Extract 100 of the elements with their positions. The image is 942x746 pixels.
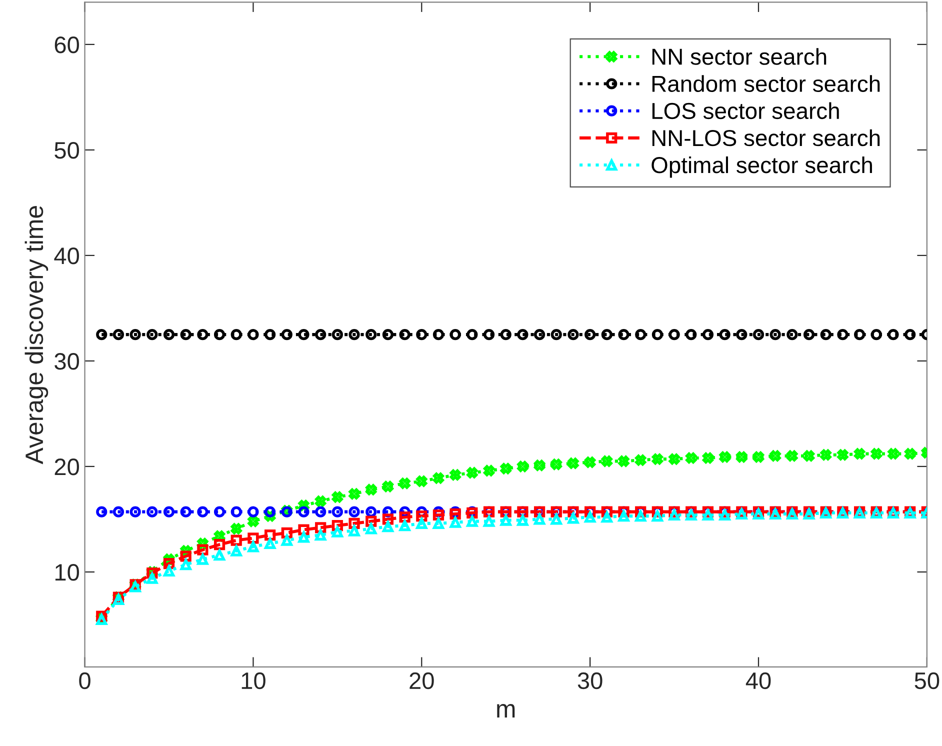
point <box>803 329 815 340</box>
point <box>517 329 528 340</box>
point <box>197 544 208 556</box>
point <box>248 329 259 340</box>
point <box>163 506 175 518</box>
point <box>399 329 410 340</box>
x-tick-label: 10 <box>242 672 266 690</box>
point <box>382 480 394 492</box>
x-tick-label: 50 <box>914 672 940 690</box>
y-tick-label: 60 <box>54 36 79 54</box>
point <box>197 329 208 340</box>
point <box>719 451 730 463</box>
y-axis-title: Average discovery time <box>24 206 48 464</box>
point <box>550 329 562 340</box>
point <box>315 329 326 340</box>
point <box>668 454 680 465</box>
point <box>888 448 899 460</box>
point <box>517 460 528 472</box>
point <box>837 329 848 340</box>
point <box>652 454 663 465</box>
point <box>348 329 360 340</box>
point <box>399 478 410 489</box>
point <box>584 329 596 340</box>
point <box>500 514 512 526</box>
point <box>180 329 192 340</box>
point <box>702 329 714 340</box>
point <box>348 525 360 536</box>
point <box>483 516 495 527</box>
point <box>652 510 663 522</box>
point <box>96 329 108 340</box>
point <box>130 329 141 340</box>
point <box>230 545 242 556</box>
point <box>483 465 495 476</box>
point <box>618 510 630 522</box>
y-tick-label: 30 <box>54 353 79 370</box>
point <box>888 329 899 340</box>
point <box>466 467 478 478</box>
point <box>500 463 512 474</box>
point <box>702 509 714 521</box>
point <box>432 509 444 521</box>
point <box>382 329 394 340</box>
point <box>180 550 192 562</box>
point <box>786 450 798 462</box>
y-tick-label: 40 <box>54 248 79 264</box>
legend-label: NN sector search <box>652 48 826 65</box>
point <box>230 329 242 340</box>
point <box>719 329 730 340</box>
legend-label: LOS sector search <box>652 102 839 120</box>
point <box>315 506 326 518</box>
point <box>315 529 326 541</box>
point <box>635 329 646 340</box>
point <box>248 532 259 544</box>
point <box>534 329 546 340</box>
point <box>770 450 781 462</box>
point <box>96 506 108 518</box>
point <box>820 329 832 340</box>
point <box>230 523 242 534</box>
point <box>635 510 646 522</box>
point <box>652 329 663 340</box>
point <box>214 538 226 550</box>
point <box>332 329 343 340</box>
point <box>820 449 832 460</box>
y-tick-label: 20 <box>54 458 79 476</box>
point <box>483 329 495 340</box>
point <box>450 469 461 480</box>
point <box>686 509 697 521</box>
point <box>399 512 410 523</box>
point <box>366 484 377 496</box>
point <box>348 506 360 518</box>
point <box>668 509 680 521</box>
point <box>719 509 730 521</box>
point <box>450 329 461 340</box>
x-tick-label: 20 <box>410 672 434 690</box>
point <box>752 451 764 463</box>
point <box>837 449 848 460</box>
point <box>432 329 444 340</box>
point <box>264 529 276 541</box>
point <box>416 329 428 340</box>
point <box>870 329 882 340</box>
point <box>315 496 326 507</box>
point <box>366 506 377 518</box>
point <box>264 538 276 550</box>
point <box>332 506 343 518</box>
point <box>348 488 360 500</box>
point <box>248 516 259 527</box>
point <box>298 506 310 518</box>
point <box>752 329 764 340</box>
point <box>668 329 680 340</box>
legend-label: Random sector search <box>652 75 880 92</box>
point <box>534 514 546 525</box>
point <box>399 520 410 532</box>
point <box>230 534 242 546</box>
point <box>298 329 310 340</box>
point <box>197 506 208 518</box>
x-tick-label: 0 <box>79 672 90 690</box>
point <box>366 329 377 340</box>
point <box>315 522 326 534</box>
point <box>281 534 292 546</box>
point <box>416 518 428 529</box>
point <box>500 329 512 340</box>
